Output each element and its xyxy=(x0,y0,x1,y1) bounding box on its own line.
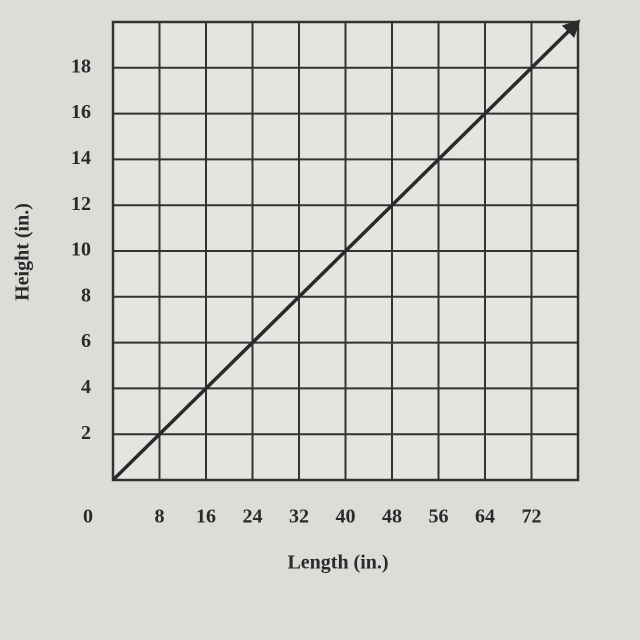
y-tick-label: 16 xyxy=(71,101,91,123)
y-tick-label: 18 xyxy=(71,55,91,77)
x-tick-label: 16 xyxy=(196,506,216,528)
y-tick-label: 4 xyxy=(81,376,91,398)
x-tick-label: 72 xyxy=(522,506,542,528)
x-tick-label: 56 xyxy=(429,506,449,528)
y-tick-label: 10 xyxy=(71,239,91,261)
y-tick-label: 8 xyxy=(81,284,91,306)
y-tick-label: 12 xyxy=(71,193,91,215)
x-tick-label: 32 xyxy=(289,506,309,528)
x-tick-label: 24 xyxy=(243,506,263,528)
x-axis-label: Length (in.) xyxy=(287,552,388,574)
x-tick-label: 48 xyxy=(382,506,402,528)
y-axis-label: Height (in.) xyxy=(12,203,34,301)
x-tick-label: 8 xyxy=(155,506,165,528)
data-line xyxy=(111,19,581,482)
x-tick-label: 40 xyxy=(336,506,356,528)
y-tick-label: 6 xyxy=(81,330,91,352)
y-tick-label: 2 xyxy=(81,422,91,444)
x-tick-label: 64 xyxy=(475,506,495,528)
x-tick-label: 0 xyxy=(83,506,93,528)
y-tick-label: 14 xyxy=(71,147,91,169)
